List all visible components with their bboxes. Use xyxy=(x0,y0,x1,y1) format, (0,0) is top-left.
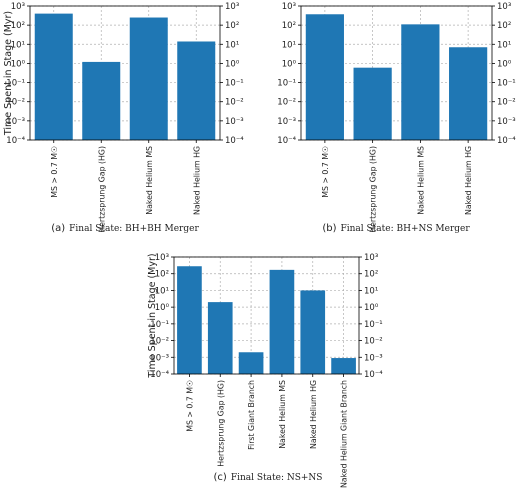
ytick-label-left: 10⁻¹ xyxy=(277,79,296,89)
ytick-label-left: 10¹ xyxy=(11,40,25,50)
ytick-label-right: 10¹ xyxy=(364,286,378,296)
ytick-label-left: 10⁻³ xyxy=(6,117,25,127)
ytick-label-left: 10² xyxy=(11,21,25,31)
caption: (c) Final State: NS+NS xyxy=(214,472,323,483)
ytick-label-right: 10⁰ xyxy=(364,303,379,313)
ytick-label-left: 10⁻¹ xyxy=(6,79,25,89)
ytick-label-right: 10⁻⁴ xyxy=(497,136,516,146)
ytick-label-right: 10⁻² xyxy=(364,337,383,347)
caption-text: Final State: BH+NS Merger xyxy=(341,224,471,234)
ytick-label-right: 10⁰ xyxy=(497,59,512,69)
xtick-label: Hertzsprung Gap (HG) xyxy=(369,146,378,233)
y-axis-label: Time Spent in Stage (Myr) xyxy=(147,253,158,378)
ytick-label-right: 10⁻¹ xyxy=(364,320,383,330)
ytick-label-right: 10⁻² xyxy=(497,98,516,108)
ytick-label-left: 10⁻⁴ xyxy=(6,136,25,146)
xtick-label: Naked Helium MS xyxy=(278,380,287,449)
ytick-label-right: 10¹ xyxy=(497,40,511,50)
chart-panel-a: 10⁻⁴ 10⁻⁴ 10⁻³ 10⁻³ 10⁻² 10⁻² 10⁻¹ 10⁻¹ 10⁰ 10⁰ 10… xyxy=(3,2,244,234)
bar-4 xyxy=(269,269,295,374)
ytick-label-left: 10² xyxy=(155,270,169,280)
bar-2 xyxy=(207,302,233,374)
ytick-label-left: 10⁻⁴ xyxy=(277,136,296,146)
ytick-label-right: 10⁻² xyxy=(225,98,244,108)
plot-frame xyxy=(300,5,493,141)
bar-3 xyxy=(238,352,264,374)
ytick-label-left: 10⁻³ xyxy=(277,117,296,127)
ytick-label-right: 10⁻³ xyxy=(497,117,516,127)
ytick-label-left: 10¹ xyxy=(282,40,296,50)
xtick-label: Hertzsprung Gap (HG) xyxy=(216,380,225,467)
bar-1 xyxy=(305,14,344,140)
ytick-label-left: 10⁰ xyxy=(282,59,297,69)
caption-tag: (c) xyxy=(214,472,227,483)
xtick-label: MS > 0.7 M☉ xyxy=(185,380,194,432)
xtick-label: Naked Helium HG xyxy=(192,146,201,215)
ytick-label-left: 10³ xyxy=(155,253,169,263)
ytick-label-right: 10⁻⁴ xyxy=(364,370,383,380)
caption-text: Final State: BH+BH Merger xyxy=(69,224,199,234)
bar-4 xyxy=(177,41,216,141)
ytick-label-right: 10⁰ xyxy=(225,59,240,69)
chart-panel-b: 10⁻⁴ 10⁻⁴ 10⁻³ 10⁻³ 10⁻² 10⁻² 10⁻¹ 10⁻¹ 10⁰ 10⁰ 10… xyxy=(277,2,516,234)
ytick-label-right: 10¹ xyxy=(225,40,239,50)
ytick-label-left: 10⁻² xyxy=(277,98,296,108)
bar-3 xyxy=(401,24,440,141)
ytick-label-right: 10⁻¹ xyxy=(225,79,244,89)
ytick-label-left: 10⁰ xyxy=(155,303,170,313)
caption: (a) Final State: BH+BH Merger xyxy=(51,223,199,234)
ytick-label-right: 10³ xyxy=(497,2,511,12)
bar-3 xyxy=(129,17,168,141)
bar-2 xyxy=(82,61,121,141)
ytick-label-right: 10³ xyxy=(225,2,239,12)
caption: (b) Final State: BH+NS Merger xyxy=(322,223,470,234)
xtick-label: Naked Helium HG xyxy=(309,380,318,449)
ytick-label-right: 10⁻⁴ xyxy=(225,136,244,146)
ytick-label-left: 10¹ xyxy=(155,286,169,296)
caption-tag: (b) xyxy=(322,223,336,234)
bar-2 xyxy=(353,67,392,140)
caption-tag: (a) xyxy=(51,223,65,234)
xtick-label: Naked Helium HG xyxy=(464,146,473,215)
caption-text: Final State: NS+NS xyxy=(231,473,323,483)
bar-1 xyxy=(34,13,73,141)
ytick-label-left: 10³ xyxy=(11,2,25,12)
plot-frame xyxy=(173,256,360,375)
ytick-label-left: 10⁻¹ xyxy=(150,320,169,330)
bar-4 xyxy=(449,47,488,141)
ytick-label-right: 10² xyxy=(364,270,378,280)
xtick-label: MS > 0.7 M☉ xyxy=(321,146,330,198)
ytick-label-right: 10⁻³ xyxy=(364,353,383,363)
xtick-label: Naked Helium Giant Branch xyxy=(340,380,349,488)
ytick-label-left: 10⁰ xyxy=(11,59,26,69)
ytick-label-right: 10⁻³ xyxy=(225,117,244,127)
plot-frame xyxy=(29,5,221,141)
xtick-label: MS > 0.7 M☉ xyxy=(50,146,59,198)
bar-5 xyxy=(300,290,326,374)
bar-1 xyxy=(177,266,202,374)
ytick-label-left: 10⁻³ xyxy=(150,353,169,363)
ytick-label-left: 10⁻² xyxy=(6,98,25,108)
ytick-label-left: 10⁻² xyxy=(150,337,169,347)
y-axis-label: Time Spent in Stage (Myr) xyxy=(3,11,14,136)
ytick-label-right: 10⁻¹ xyxy=(497,79,516,89)
ytick-label-right: 10³ xyxy=(364,253,378,263)
ytick-label-right: 10² xyxy=(497,21,511,31)
chart-panel-c: 10⁻⁴ 10⁻⁴ 10⁻³ 10⁻³ 10⁻² 10⁻² 10⁻¹ 10⁻¹ 10⁰ 10⁰ 10… xyxy=(147,253,383,488)
ytick-label-left: 10² xyxy=(282,21,296,31)
xtick-label: First Giant Branch xyxy=(247,380,256,450)
xtick-label: Naked Helium MS xyxy=(416,146,425,215)
ytick-label-left: 10⁻⁴ xyxy=(150,370,169,380)
ytick-label-right: 10² xyxy=(225,21,239,31)
ytick-label-left: 10³ xyxy=(282,2,296,12)
xtick-label: Hertzsprung Gap (HG) xyxy=(97,146,106,233)
bar-6 xyxy=(331,358,356,374)
xtick-label: Naked Helium MS xyxy=(145,146,154,215)
